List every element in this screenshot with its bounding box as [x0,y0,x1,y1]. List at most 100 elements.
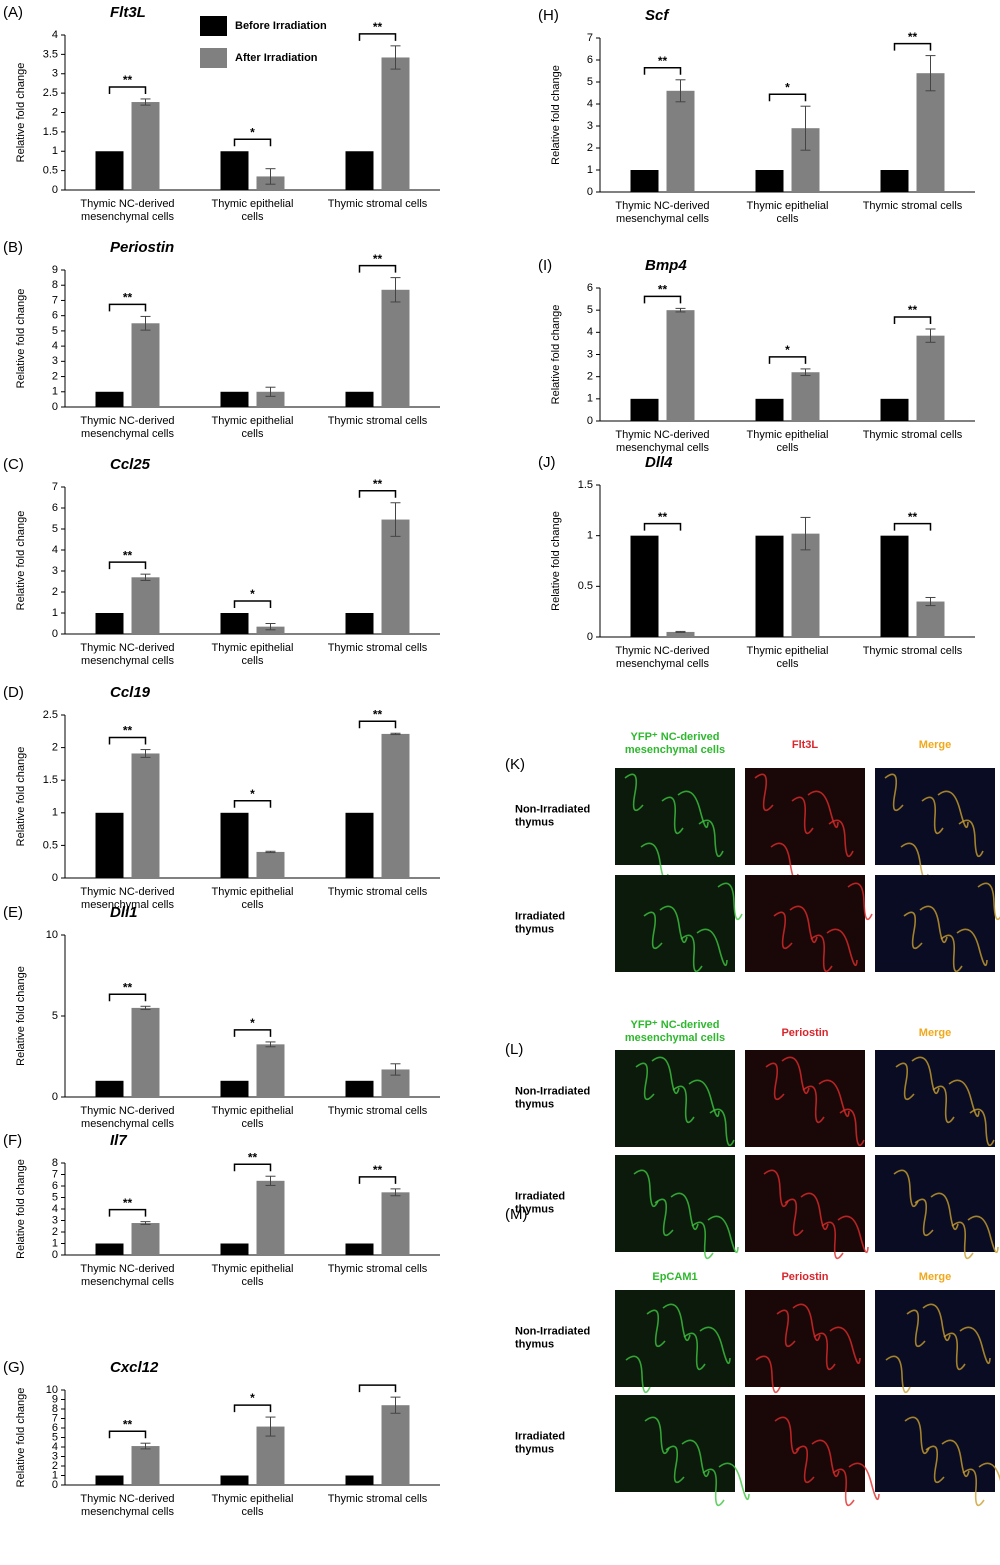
bar [95,1080,124,1097]
y-tick-label: 6 [52,502,58,514]
significance-bracket [108,86,147,94]
significance-bracket [108,993,147,1002]
y-tick-label: 1 [587,164,593,176]
error-bar [925,328,936,343]
y-tick-label: 5 [52,523,58,535]
micrograph-texture [948,1079,980,1118]
x-tick-label: Thymic NC-derived mesenchymal cells [615,200,709,225]
micrograph-texture [776,1309,796,1348]
error-bar [140,1442,151,1450]
x-tick-label: Thymic epithelial cells [747,429,829,454]
error-bar [390,732,401,736]
y-tick-label: 0 [52,401,58,413]
bar [131,1446,160,1485]
y-tick-label: 2 [52,1460,58,1472]
micrograph-texture [925,1445,945,1484]
micrograph-texture [828,819,854,858]
micrograph-texture [967,1215,999,1254]
y-tick-label: 6 [587,54,593,66]
row-label: Non-Irradiated thymus [515,803,590,828]
micrograph-texture [754,773,774,812]
significance-label: ** [658,510,668,524]
bar [755,170,784,192]
bar [256,851,285,878]
error-bar [140,315,151,331]
micrograph [875,1290,995,1387]
y-tick-label: 5 [52,1010,58,1022]
micrograph-texture [670,1192,699,1231]
bar [791,533,820,637]
significance-bracket [358,33,397,41]
micrograph-texture [654,1198,674,1237]
significance-bracket [233,1029,272,1037]
error-bar [265,1416,276,1437]
panel-label: (M) [505,1206,528,1223]
y-tick-label: 1 [52,145,58,157]
panel-label: (H) [538,7,559,24]
bar [95,1243,124,1255]
significance-bracket [233,600,272,608]
significance-bracket [233,800,272,808]
bar [256,391,285,407]
error-bar [140,1221,151,1225]
error-bar [925,596,936,607]
significance-bracket [108,303,147,312]
error-bar [390,1063,401,1076]
error-bar [800,368,811,377]
y-tick-label: 2 [52,370,58,382]
y-tick-label: 5 [587,304,593,316]
y-tick-label: 4 [587,326,593,338]
y-tick-label: 10 [46,929,58,941]
significance-label: ** [658,54,668,68]
significance-label: ** [373,20,383,34]
y-tick-label: 0 [52,1479,58,1491]
y-tick-label: 0.5 [43,839,58,851]
x-tick-label: Thymic NC-derived mesenchymal cells [80,415,174,440]
error-bar [140,749,151,758]
x-tick-label: Thymic epithelial cells [212,886,294,911]
micrograph-texture [718,1462,750,1501]
y-tick-label: 3 [587,348,593,360]
bar [916,601,945,637]
y-axis-label: Relative fold change [15,1159,27,1259]
micrograph [875,875,995,972]
y-tick-label: 9 [52,264,58,276]
y-axis-label: Relative fold change [550,305,562,405]
significance-bracket [233,138,272,147]
chart-title: Dll4 [645,454,673,471]
error-bar [390,45,401,70]
micrograph-texture [941,1439,970,1478]
significance-label: ** [373,477,383,491]
micrograph-texture [847,882,873,921]
y-tick-label: 4 [52,29,58,41]
micrograph-texture [699,1326,731,1365]
bar [755,398,784,421]
error-bar [265,623,276,631]
y-axis-label: Relative fold change [15,63,27,163]
y-tick-label: 0 [52,872,58,884]
micrograph-texture [688,1079,720,1118]
micrograph-texture [665,1445,685,1484]
x-tick-label: Thymic epithelial cells [212,1263,294,1288]
y-tick-label: 0.5 [578,580,593,592]
significance-label: * [250,1391,255,1405]
micrograph [615,875,735,972]
bar [666,310,695,421]
significance-label: ** [123,1417,133,1431]
significance-label: ** [123,1196,133,1210]
error-bar [800,516,811,551]
error-bar [265,386,276,397]
y-axis-label: Relative fold change [550,511,562,611]
bar [345,391,374,407]
error-bar [390,277,401,303]
significance-label: * [250,587,255,601]
significance-bracket [643,295,682,304]
y-tick-label: 1 [587,530,593,542]
column-header: Periostin [781,1271,828,1283]
micrograph [745,1155,865,1252]
micrograph-texture [646,1309,666,1348]
micrograph-texture [818,1079,850,1118]
bar [345,1080,374,1097]
panel-label: (J) [538,454,556,471]
y-tick-label: 1.5 [578,479,593,491]
